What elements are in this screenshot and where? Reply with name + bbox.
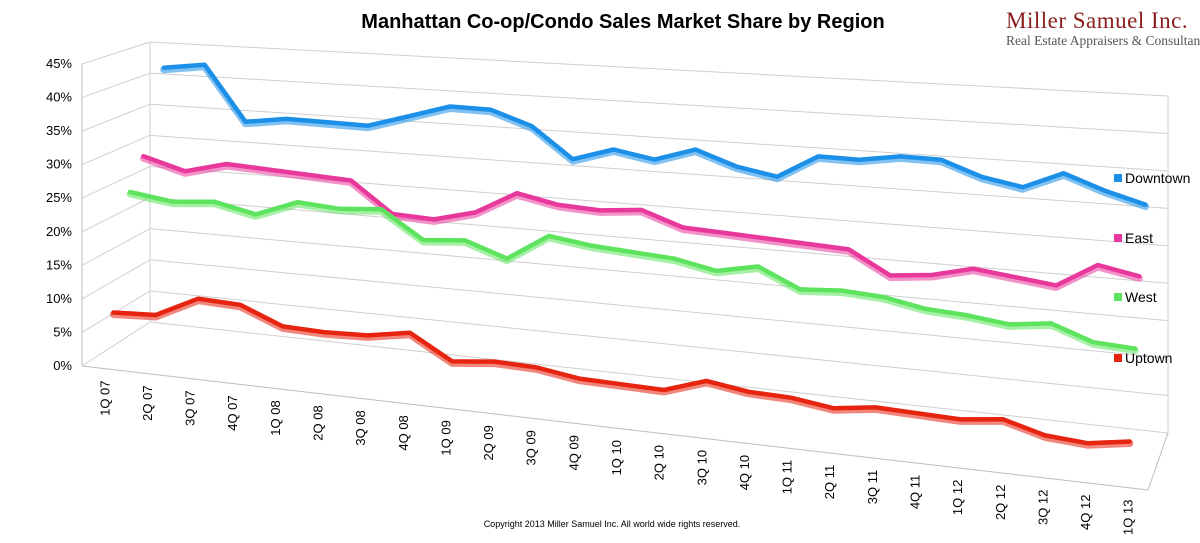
x-tick-label: 4Q 09 — [566, 435, 581, 470]
gridline-side — [81, 134, 151, 166]
x-tick-label: 2Q 09 — [481, 425, 496, 460]
x-tick-label: 3Q 10 — [694, 450, 709, 485]
legend-label-uptown: Uptown — [1125, 350, 1172, 366]
legend-label-west: West — [1125, 289, 1157, 305]
x-tick-label: 3Q 11 — [865, 470, 880, 504]
legend-label-east: East — [1125, 230, 1153, 246]
gridline-side — [81, 197, 151, 233]
y-tick-label: 5% — [53, 324, 72, 339]
series-downtown-shadow — [160, 63, 1149, 211]
y-tick-label: 25% — [46, 190, 72, 205]
floor-right-edge — [1147, 432, 1169, 491]
gridline-side — [81, 103, 151, 132]
x-tick-label: 4Q 12 — [1078, 495, 1093, 530]
gridline — [149, 290, 1169, 397]
x-tick-label: 2Q 10 — [652, 445, 667, 480]
x-axis: 1Q 07 2Q 07 3Q 07 4Q 07 1Q 08 2Q 08 3Q 08 4Q 08… — [97, 380, 1135, 534]
y-axis: 0% 5% 10% 15% 20% 25% 30% 35% 40% 45% — [46, 56, 72, 373]
copyright-notice: Copyright 2013 Miller Samuel Inc. All wo… — [484, 519, 741, 529]
x-tick-label: 2Q 12 — [993, 485, 1008, 520]
x-tick-label: 1Q 12 — [950, 480, 965, 515]
x-tick-label: 1Q 13 — [1121, 500, 1136, 535]
legend-swatch-west — [1114, 293, 1122, 301]
y-tick-label: 30% — [46, 157, 72, 172]
x-tick-label: 1Q 08 — [268, 400, 283, 435]
gridline-side — [81, 165, 151, 199]
gridline — [149, 197, 1169, 284]
x-tick-label: 3Q 08 — [353, 410, 368, 445]
x-tick-label: 2Q 07 — [140, 385, 155, 420]
chart-title: Manhattan Co-op/Condo Sales Market Share… — [361, 11, 884, 33]
gridline-side — [81, 72, 151, 99]
gridline — [149, 72, 1169, 134]
gridline-side — [81, 321, 151, 367]
gridline-side — [81, 259, 151, 300]
logo-tagline: Real Estate Appraisers & Consultants — [1006, 33, 1200, 48]
gridline — [149, 321, 1169, 434]
gridline-side — [81, 41, 151, 65]
legend-swatch-east — [1114, 234, 1122, 242]
y-tick-label: 15% — [46, 257, 72, 272]
floor-front-edge — [81, 365, 1149, 491]
x-tick-label: 2Q 08 — [311, 405, 326, 440]
x-tick-label: 2Q 11 — [822, 465, 837, 499]
y-tick-label: 45% — [46, 56, 72, 71]
logo-name: Miller Samuel Inc. — [1006, 8, 1188, 33]
x-tick-label: 3Q 12 — [1035, 490, 1050, 525]
x-tick-label: 3Q 07 — [183, 390, 198, 425]
x-tick-label: 1Q 10 — [609, 440, 624, 475]
gridline — [149, 228, 1169, 322]
x-tick-label: 3Q 09 — [524, 430, 539, 465]
x-tick-label: 1Q 07 — [97, 380, 112, 415]
x-tick-label: 1Q 09 — [438, 420, 453, 455]
gridline — [149, 134, 1169, 209]
gridline-side — [81, 228, 151, 266]
gridline — [149, 259, 1169, 359]
legend-label-downtown: Downtown — [1125, 170, 1190, 186]
x-tick-label: 1Q 11 — [780, 460, 795, 494]
x-tick-label: 4Q 07 — [225, 395, 240, 430]
legend-swatch-uptown — [1114, 354, 1122, 362]
gridline — [149, 103, 1169, 172]
x-tick-label: 4Q 08 — [396, 415, 411, 450]
x-tick-label: 4Q 11 — [907, 475, 922, 509]
y-tick-label: 0% — [53, 358, 72, 373]
logo: Miller Samuel Inc. Real Estate Appraiser… — [1006, 8, 1200, 48]
y-tick-label: 35% — [46, 123, 72, 138]
y-tick-label: 20% — [46, 224, 72, 239]
gridline — [149, 41, 1169, 97]
y-tick-label: 10% — [46, 291, 72, 306]
legend-swatch-downtown — [1114, 174, 1122, 182]
series-lines — [109, 62, 1149, 449]
y-tick-label: 40% — [46, 90, 72, 105]
x-tick-label: 4Q 10 — [737, 455, 752, 490]
legend: Downtown East West Uptown — [1114, 170, 1190, 366]
